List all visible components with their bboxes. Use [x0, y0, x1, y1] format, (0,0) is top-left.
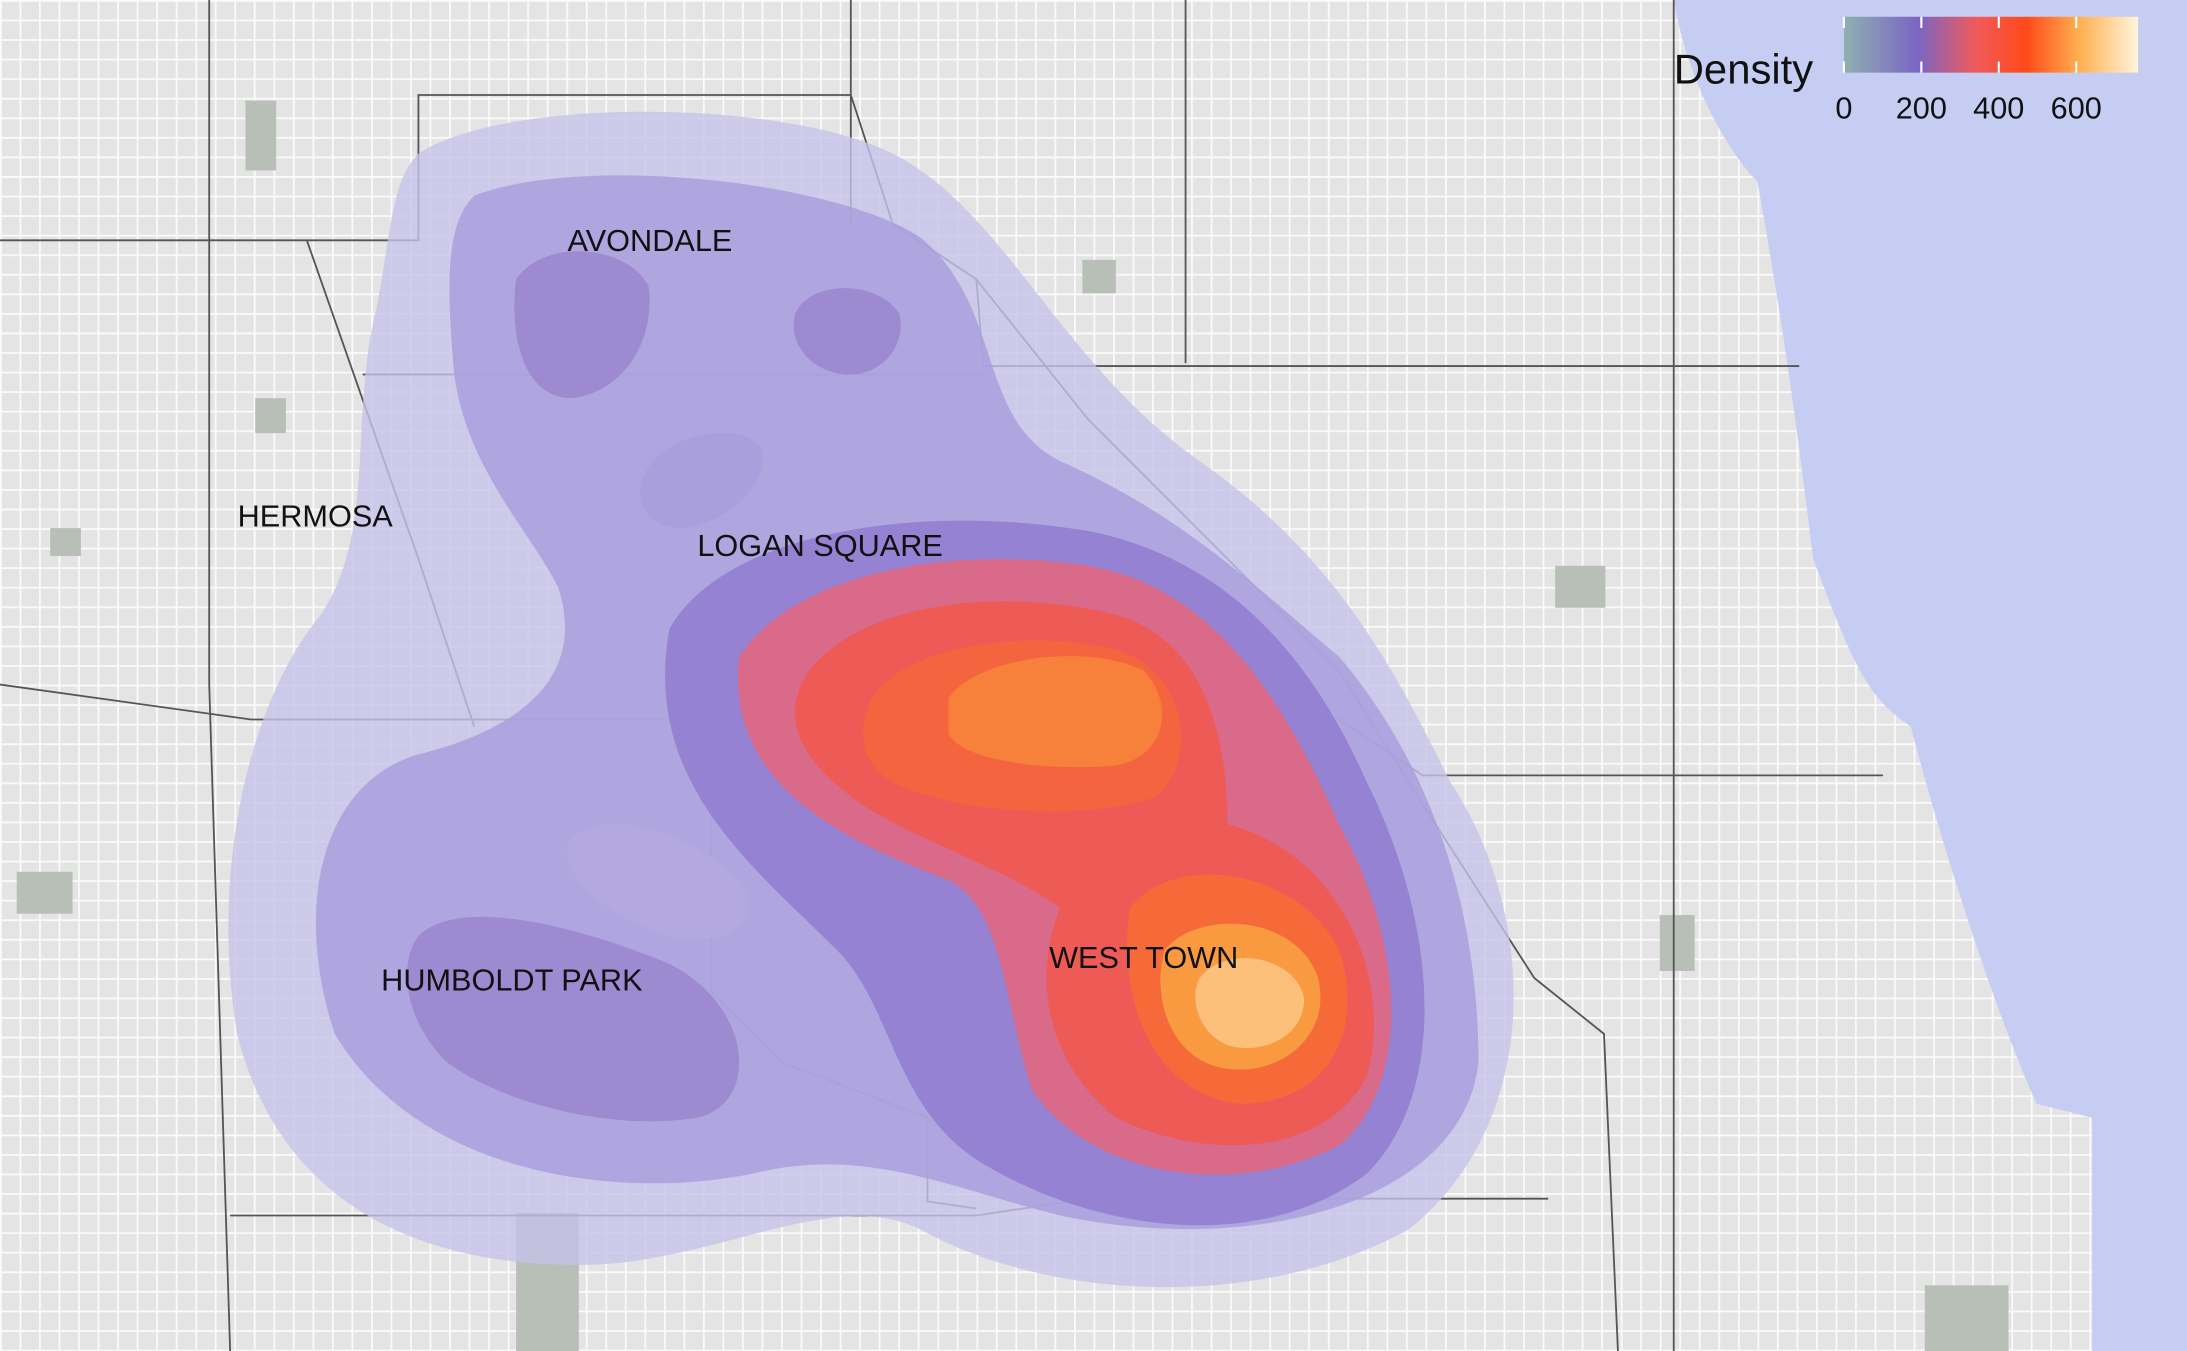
labels: AVONDALE HERMOSA LOGAN SQUARE WEST TOWN … [238, 223, 1239, 997]
legend-title: Density [1674, 46, 1814, 93]
colorbar-tick-label: 200 [1896, 90, 1947, 125]
density-contours [228, 111, 1514, 1288]
neighborhood-label: LOGAN SQUARE [697, 528, 942, 563]
neighborhood-label: HERMOSA [238, 498, 394, 533]
legend: Density 0 200 400 600 [1674, 16, 2139, 125]
colorbar-tick-label: 400 [1973, 90, 2024, 125]
colorbar [1843, 16, 2139, 73]
neighborhood-label: AVONDALE [568, 223, 733, 258]
colorbar-tick-label: 600 [2051, 90, 2102, 125]
colorbar-tick-label: 0 [1835, 90, 1852, 125]
neighborhood-label: HUMBOLDT PARK [381, 962, 643, 997]
neighborhood-label: WEST TOWN [1049, 940, 1238, 975]
lake [1673, 0, 2187, 1351]
